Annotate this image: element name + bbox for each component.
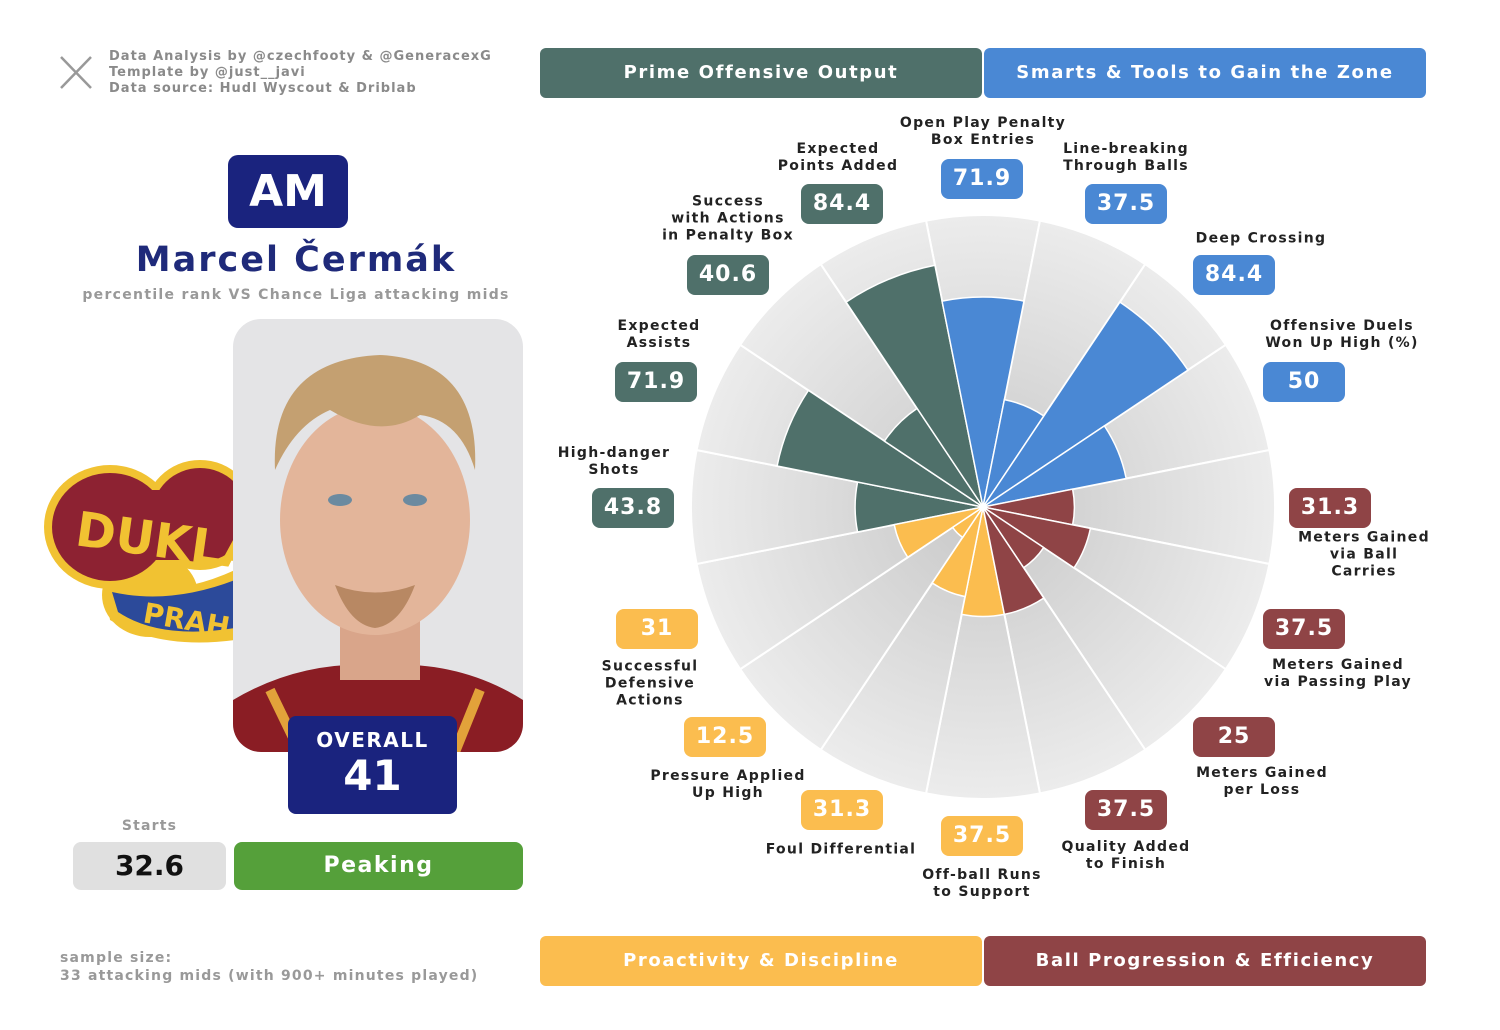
value-label: 71.9 xyxy=(615,362,697,402)
bar xyxy=(941,296,1025,508)
slice-background xyxy=(690,448,984,566)
category-label: Meters Gained via Ball Carries xyxy=(1298,529,1430,580)
club-logo: DUKLA PRAHA xyxy=(44,460,262,648)
group-title: Proactivity & Discipline xyxy=(540,936,982,986)
slice-background xyxy=(982,506,1228,752)
overall-label: OVERALL xyxy=(316,728,429,752)
value-label: 12.5 xyxy=(684,717,766,757)
value-label: 37.5 xyxy=(941,816,1023,856)
bar xyxy=(982,506,1045,616)
value-label: 31.3 xyxy=(801,790,883,830)
overall-value: 41 xyxy=(343,751,402,800)
value-label: 84.4 xyxy=(801,184,883,224)
category-label: Offensive Duels Won Up High (%) xyxy=(1265,318,1419,351)
credit: Template by @just__javi xyxy=(109,65,306,80)
subtitle: percentile rank VS Chance Liga attacking… xyxy=(82,287,510,303)
category-label: Open Play Penalty Box Entries xyxy=(899,115,1067,148)
slice-background xyxy=(738,506,984,752)
value-label: 40.6 xyxy=(687,255,769,295)
credit: Data Analysis by @czechfooty & @Generace… xyxy=(109,49,492,64)
value-label: 84.4 xyxy=(1193,255,1275,295)
slice-background xyxy=(924,506,1042,800)
position-badge: AM xyxy=(228,155,348,228)
sample-note: sample size: xyxy=(60,950,173,966)
value-label: 31 xyxy=(616,609,698,649)
group-title: Prime Offensive Output xyxy=(540,48,982,98)
group-title: Ball Progression & Efficiency xyxy=(984,936,1426,986)
category-label: Expected Assists xyxy=(617,318,701,351)
bar xyxy=(893,506,984,559)
value-label: 37.5 xyxy=(1263,609,1345,649)
x-logo xyxy=(60,56,92,89)
credit: Data source: Hudl Wyscout & Driblab xyxy=(109,81,417,96)
category-label: Quality Added to Finish xyxy=(1061,839,1191,872)
bar xyxy=(982,301,1189,508)
category-label: Expected Points Added xyxy=(777,141,899,174)
value-label: 37.5 xyxy=(1085,184,1167,224)
group-title: Smarts & Tools to Gain the Zone xyxy=(984,48,1426,98)
category-label: Off-ball Runs to Support xyxy=(922,867,1042,900)
value-label: 31.3 xyxy=(1289,488,1371,528)
category-label: Success with Actions in Penalty Box xyxy=(662,193,794,244)
value-label: 43.8 xyxy=(592,488,674,528)
category-label: Successful Defensive Actions xyxy=(601,658,699,709)
category-label: Meters Gained per Loss xyxy=(1196,765,1328,798)
sample-note: 33 attacking mids (with 900+ minutes pla… xyxy=(60,968,479,984)
bar xyxy=(931,506,984,598)
player-photo xyxy=(233,319,523,752)
bar xyxy=(982,506,1092,569)
player-name: Marcel Čermák xyxy=(135,240,457,280)
category-label: Deep Crossing xyxy=(1195,230,1327,247)
bar xyxy=(845,264,984,508)
slice-background xyxy=(982,448,1276,566)
bar xyxy=(982,424,1128,508)
value-label: 25 xyxy=(1193,717,1275,757)
overall-box: OVERALL 41 xyxy=(288,716,457,814)
category-label: High-danger Shots xyxy=(557,445,671,478)
bar xyxy=(776,389,984,508)
form-badge: Peaking xyxy=(234,842,523,890)
value-label: 50 xyxy=(1263,362,1345,402)
category-label: Foul Differential xyxy=(765,841,917,858)
starts-label: Starts xyxy=(121,818,178,834)
value-label: 71.9 xyxy=(941,159,1023,199)
category-label: Line-breaking Through Balls xyxy=(1063,141,1189,174)
value-label: 37.5 xyxy=(1085,790,1167,830)
starts-value: 32.6 xyxy=(73,842,226,890)
category-label: Pressure Applied Up High xyxy=(650,768,806,801)
category-label: Meters Gained via Passing Play xyxy=(1264,657,1412,690)
